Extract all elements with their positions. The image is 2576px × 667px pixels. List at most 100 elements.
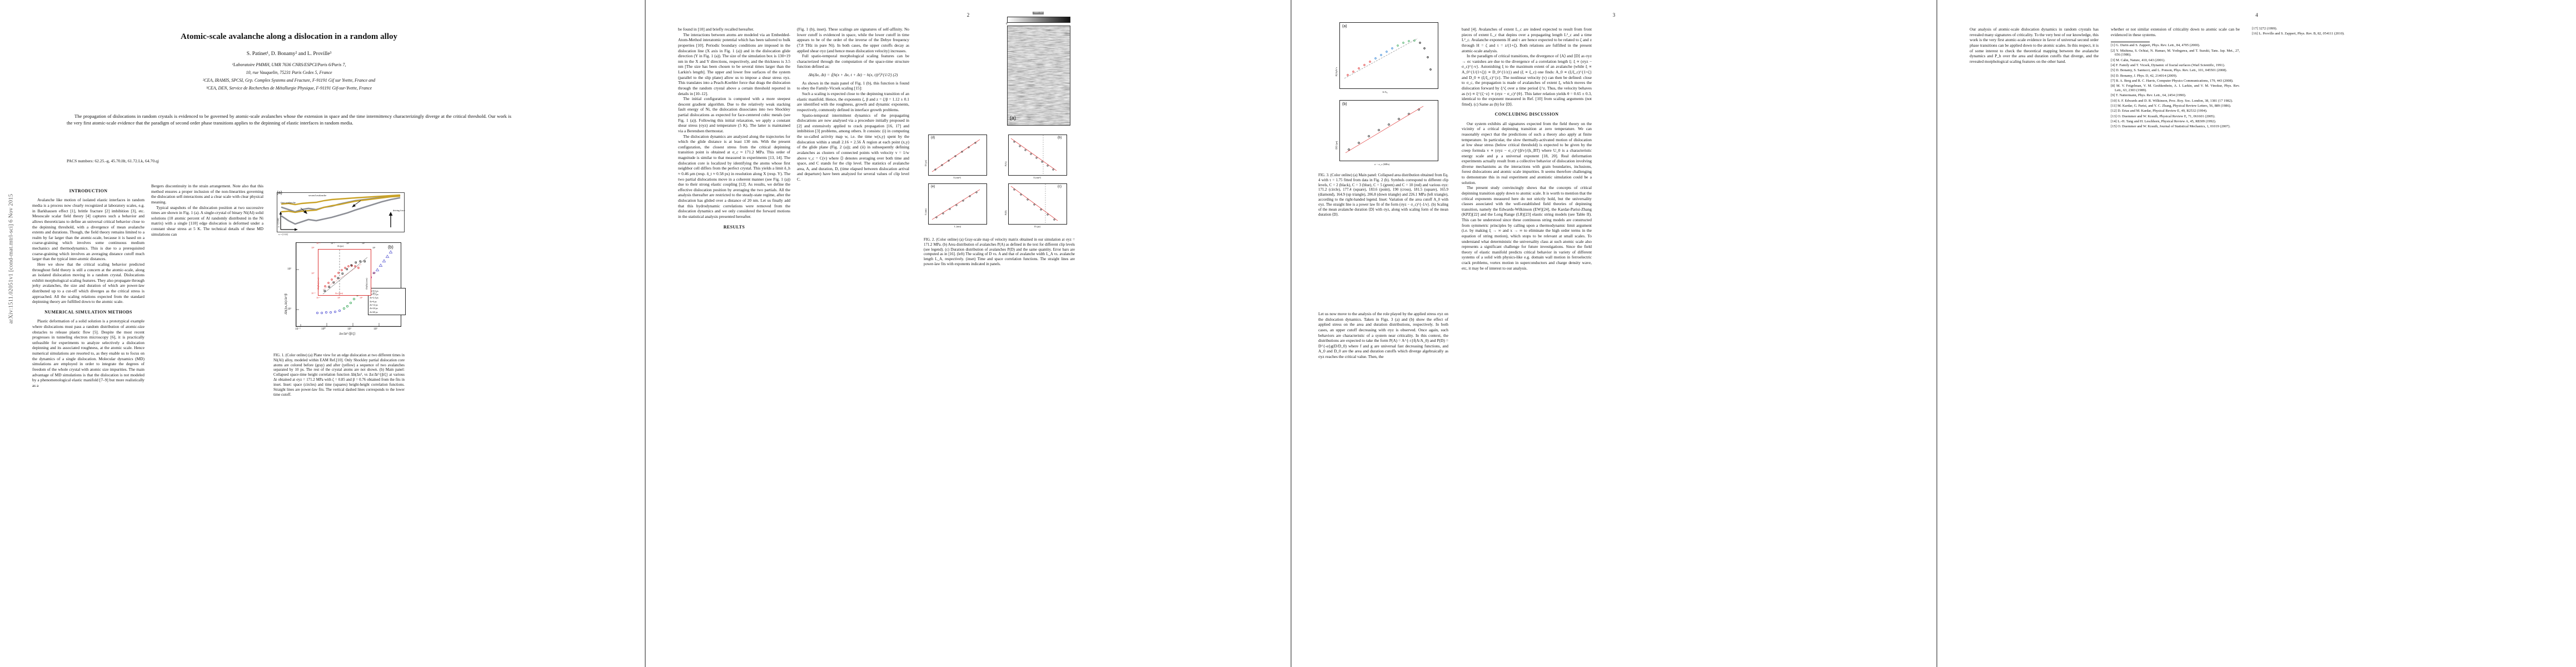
fig3-b-ylabel: ⟨D⟩ (ps) (1335, 141, 1338, 150)
arxiv-stamp: arXiv:1511.02051v1 [cond-mat.mtrl-sci] 6… (8, 193, 14, 324)
fig3-a-xlabel: A/A₀ (1382, 91, 1388, 93)
fig2-c-points (1013, 188, 1055, 221)
page4-column-1: Our analysis of atomic-scale dislocation… (1970, 27, 2099, 644)
paragraph: be found in [10] and briefly recalled he… (678, 27, 754, 32)
fig1-b-ylabel: Δh(Δx,Δt)/Δt^β (285, 293, 288, 315)
reference-item: [11] M. Kardar, G. Parisi, and Y. C. Zha… (2111, 104, 2231, 108)
fig2-d-xlabel: A (nm²) (953, 176, 961, 179)
fig2-d-points (934, 142, 976, 171)
reference-item: [4] F. Family and T. Vicsek, Dynamic of … (2111, 63, 2225, 67)
paragraph: Full spatio-temporal morphological scali… (797, 53, 909, 69)
reference-item: [7] B. A. Berg and R. C. Harris, Compute… (2111, 78, 2234, 83)
paragraph: Typical snapshots of the dislocation pos… (151, 205, 263, 237)
inset-xtick-bot-1: 10¹ (337, 296, 341, 299)
page-3: 3 (1292, 0, 1936, 667)
legend-item: Δt=24 ps (370, 307, 378, 310)
fig2-panel-a-label: (a) (1010, 115, 1016, 121)
paragraph: Plastic deformation of a solid solution … (32, 318, 145, 388)
reference-item: [16] L. Proville and S. Zapperi, Phys. R… (2252, 32, 2345, 36)
inset-xtick-top-0: 10⁻³ (316, 242, 321, 245)
fig3-panel-b-label: (b) (1342, 102, 1347, 106)
affiliation-3: ³CEA, DEN, Service de Recherches de Méta… (206, 86, 372, 91)
reference-item: [5] D. Bonamy, S. Santucci, and L. Ponso… (2111, 68, 2228, 73)
fig1-arrow-x (295, 228, 298, 231)
fig1-label-first-avalanche: first avalanche (281, 201, 296, 204)
inset-fit-black (322, 257, 368, 295)
fig3-b-xlabel: σ − σ_c (MPa) (1374, 163, 1390, 166)
legend-item: Δt=2.4 ps (370, 296, 378, 300)
inset-xtick-top-3: 10³ (362, 242, 365, 245)
fig2-b-xlabel: A (nm²) (1033, 176, 1041, 179)
paragraph: Our system exhibits all signatures expec… (1462, 121, 1592, 185)
fig2-panel-a-velocity-map: (a) (1007, 26, 1070, 126)
fig1-label-driving-force: driving force (393, 209, 405, 212)
fig1-arrow-drive-head (388, 212, 393, 216)
page-4: 4 Our analysis of atomic-scale dislocati… (1937, 0, 2576, 667)
page1-column-right: Bergers discontinuity in the strain arra… (151, 183, 263, 645)
legend-item: Δt=6 ps (370, 300, 377, 303)
fig2-panel-e-axes: L (nm) ℓ (nm) (e) (924, 183, 987, 228)
fig2-panel-c-axes: D (ps) P(D) (c) (1004, 183, 1067, 228)
paragraph: Let us now move to the analysis of the r… (1318, 311, 1448, 359)
paragraph: The present study convincingly shows tha… (1462, 185, 1592, 271)
fig2-c-fit (1010, 186, 1058, 221)
fig2-colorbar-max-label: 1000 m/s (1033, 12, 1044, 14)
fig1-panel-a: second avalanche first avalanche x = [11… (277, 192, 405, 236)
fig2-e-points (935, 191, 978, 218)
section-heading-introduction: INTRODUCTION (69, 188, 108, 193)
fig1-b-ytick-1: 10² (287, 267, 292, 271)
fig2-panel-b-axes: A (nm²) P(A) (b) (1004, 135, 1067, 179)
reference-item: [14] L.-H. Tang and H. Leschhorn, Physic… (2111, 119, 2216, 123)
equation-2: Δh(Δx, Δt) = ⟨(h(x + Δx, t + Δt) − h(x, … (808, 72, 898, 77)
fig1-a-panel-label: (a) (277, 190, 282, 195)
paragraph: Avalanche like motion of isolated elasti… (32, 197, 145, 262)
page3-column-1: Let us now move to the analysis of the r… (1318, 311, 1448, 645)
fig2-c-xlabel: D (ps) (1034, 225, 1041, 228)
paragraph: Our analysis of atomic-scale dislocation… (1970, 27, 2099, 64)
inset-ytick-right-1: 10⁰ (372, 272, 376, 275)
fig1-b-xlabel: Δx/Δt^{β/ζ} (339, 332, 356, 336)
inset-series-red (324, 265, 360, 287)
fig3-b-fit (1345, 106, 1424, 153)
inset-fit-red (322, 263, 362, 290)
paragraph: band [4]. Avalanches of extent L_c are i… (1462, 27, 1592, 53)
reference-list: [1] G. Durin and S. Zapperi, Phys. Rev. … (2111, 43, 2240, 129)
fig2-panel-d-label: (d) (931, 136, 935, 140)
page2-column-1: be found in [10] and briefly recalled he… (678, 27, 790, 644)
page3-column-2: band [4]. Avalanches of extent L_c are i… (1462, 27, 1592, 644)
fig2-d-ylabel: D (ps) (924, 160, 927, 166)
paragraph: Here we show that the critical scaling b… (32, 261, 145, 305)
inset-ytick-left-0: 10⁻² (311, 292, 316, 295)
paragraph: (Fig. 1 (b), inset). These scalings are … (797, 27, 909, 53)
inset-ylabel-left: Δh(Δx) (nm) (317, 277, 320, 290)
fig3-a-ylabel: P(A)A^τ (1335, 67, 1338, 76)
reference-item: [8] M. V. Feigelman, V. M. Geshkenbein, … (2111, 84, 2240, 93)
fig1-b-ytick-0: 10¹ (287, 307, 292, 311)
fig3-b-points (1348, 108, 1420, 151)
fig1-leader-first-head (303, 210, 307, 214)
inset-xtick-top-2: 10¹ (346, 242, 350, 245)
inset-xtick-bot-0: 10⁻¹ (316, 296, 321, 299)
fig3-a-points (1347, 39, 1432, 76)
page-1: arXiv:1511.02051v1 [cond-mat.mtrl-sci] 6… (0, 0, 645, 667)
fig2-b-points (1013, 141, 1054, 171)
paragraph: In the paradigm of critical transitions,… (1462, 53, 1592, 107)
page2-column-figtail (924, 367, 1075, 645)
page1-column-figtail (273, 422, 405, 645)
inset-ytick-right-2: 10² (372, 246, 376, 249)
fig2-c-ylabel: P(D) (1004, 210, 1007, 215)
figure-1-caption: FIG. 1. (Color online) (a) Plane view fo… (273, 354, 405, 397)
page-number-3: 3 (1612, 12, 1616, 18)
fig1-b-xtick-1: 10⁰ (321, 327, 326, 331)
page4-column-3: [17] 3272 (1999). [16] L. Proville and S… (2252, 27, 2381, 644)
section-heading-discussion: CONCLUDING DISCUSSION (1494, 112, 1559, 117)
fig1-b-panel-label: (b) (388, 245, 393, 250)
inset-ytick-left-2: 10⁴ (311, 246, 315, 249)
reference-item: [2] Y. Mishima, S. Ochiai, N. Hamao, M. … (2111, 48, 2240, 57)
fig1-b-xtick-0: 10⁻¹ (295, 327, 301, 331)
reference-item: [17] 3272 (1999). (2252, 27, 2278, 31)
fig2-panel-e-label: (e) (931, 185, 935, 188)
paragraph: The interactions between atoms are model… (678, 32, 790, 96)
inset-series-black (323, 260, 366, 292)
